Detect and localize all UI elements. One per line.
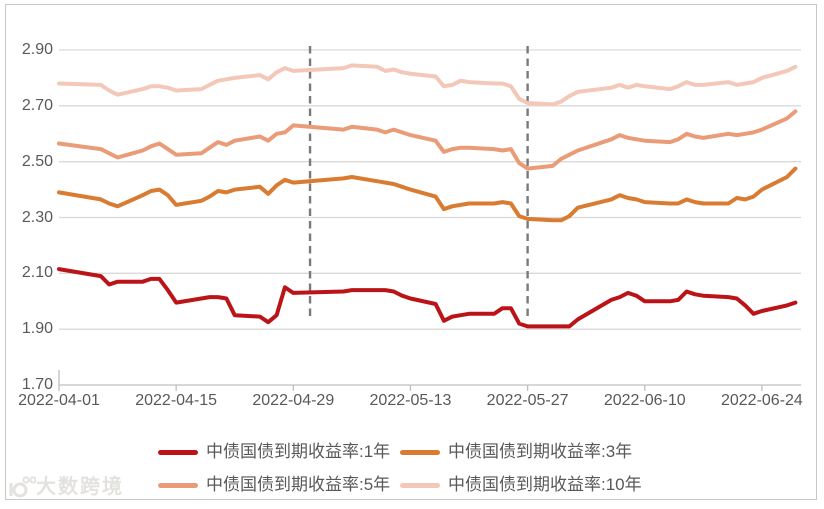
- y-axis-label: 1.90: [21, 320, 53, 338]
- legend-line-swatch-1y: [158, 449, 198, 455]
- x-axis-label: 2022-06-10: [603, 392, 686, 409]
- y-axis-label: 2.90: [21, 41, 53, 58]
- x-axis-label: 2022-04-29: [252, 392, 335, 409]
- legend-label-3y: 中债国债到期收益率:3年: [448, 442, 633, 461]
- watermark-text: 大数跨境: [36, 476, 124, 498]
- x-axis-label: 2022-05-27: [486, 392, 569, 409]
- legend-label-1y: 中债国债到期收益率:1年: [206, 442, 391, 461]
- x-axis-label: 2022-04-01: [18, 392, 100, 409]
- y-axis-label: 2.50: [21, 152, 53, 170]
- series-line-2: [57, 166, 798, 223]
- series-line-4: [57, 63, 798, 107]
- y-axis-label: 2.70: [21, 96, 53, 114]
- y-axis-label: 2.30: [21, 208, 53, 226]
- series-line-1: [57, 267, 798, 329]
- legend-item-10y: 中债国债到期收益率:10年: [400, 474, 642, 496]
- legend-label-10y: 中债国债到期收益率:10年: [448, 475, 642, 494]
- x-axis-label: 2022-06-24: [720, 392, 803, 409]
- x-axis-label: 2022-04-15: [135, 392, 218, 409]
- legend-item-3y: 中债国债到期收益率:3年: [400, 441, 632, 463]
- y-axis-label: 2.10: [21, 264, 53, 282]
- x-axis-label: 2022-05-13: [369, 392, 452, 409]
- legend-line-swatch-10y: [400, 482, 440, 488]
- legend-line-swatch-3y: [400, 449, 440, 455]
- series-line-3: [57, 109, 798, 171]
- y-axis-label: 1.70: [21, 376, 53, 393]
- watermark-logo-icon: [9, 476, 36, 498]
- legend-line-swatch-5y: [158, 482, 198, 488]
- watermark: 大数跨境: [8, 474, 124, 500]
- legend-item-5y: 中债国债到期收益率:5年: [158, 474, 390, 496]
- legend-item-1y: 中债国债到期收益率:1年: [158, 441, 390, 463]
- legend-label-5y: 中债国债到期收益率:5年: [206, 475, 391, 494]
